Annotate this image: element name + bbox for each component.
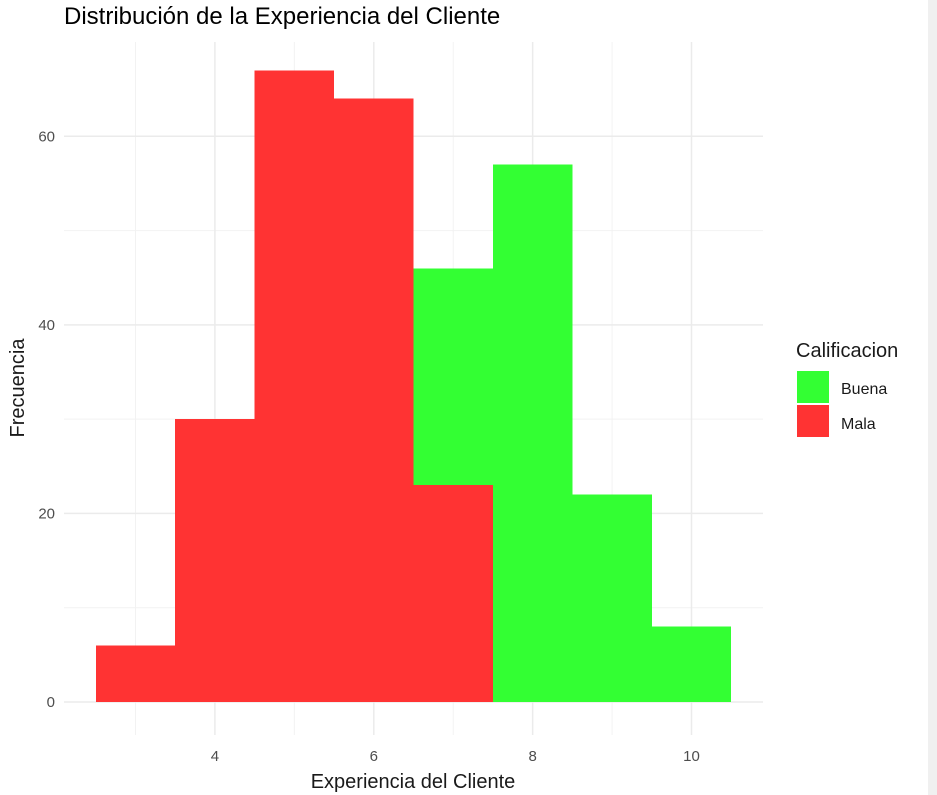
legend-title: Calificacion bbox=[796, 340, 898, 362]
legend: Calificacion Buena Mala bbox=[796, 340, 898, 437]
bar-mala-bin-3 bbox=[95, 645, 176, 702]
bar-buena-bin-7 bbox=[413, 268, 493, 486]
x-tick-label: 6 bbox=[370, 748, 378, 765]
bar-mala-bin-5 bbox=[254, 70, 335, 703]
y-axis-title: Frecuencia bbox=[7, 338, 29, 438]
y-tick-label: 0 bbox=[47, 694, 55, 711]
axis-ticks: 4 6 8 10 0 20 40 60 bbox=[38, 128, 700, 765]
y-tick-label: 20 bbox=[38, 505, 55, 522]
y-tick-label: 60 bbox=[38, 128, 55, 145]
bar-mala-bin-7 bbox=[413, 485, 493, 702]
bar-buena-bin-10 bbox=[651, 626, 732, 702]
y-tick-label: 40 bbox=[38, 317, 55, 334]
bar-mala-bin-4 bbox=[175, 419, 255, 702]
legend-label-buena: Buena bbox=[841, 381, 887, 398]
legend-key-buena bbox=[797, 371, 829, 403]
x-tick-label: 4 bbox=[211, 748, 219, 765]
bar-mala-bin-6 bbox=[334, 98, 414, 703]
chart-title: Distribución de la Experiencia del Clien… bbox=[64, 3, 500, 30]
x-tick-label: 8 bbox=[528, 748, 536, 765]
legend-label-mala: Mala bbox=[841, 416, 876, 433]
x-axis-title: Experiencia del Cliente bbox=[311, 771, 516, 793]
legend-key-mala bbox=[797, 405, 829, 437]
bar-buena-bin-9 bbox=[572, 494, 652, 702]
x-tick-label: 10 bbox=[683, 748, 700, 765]
scrollbar-track[interactable] bbox=[928, 0, 937, 795]
bar-buena-bin-8 bbox=[492, 164, 573, 703]
histogram-bars bbox=[95, 70, 732, 703]
